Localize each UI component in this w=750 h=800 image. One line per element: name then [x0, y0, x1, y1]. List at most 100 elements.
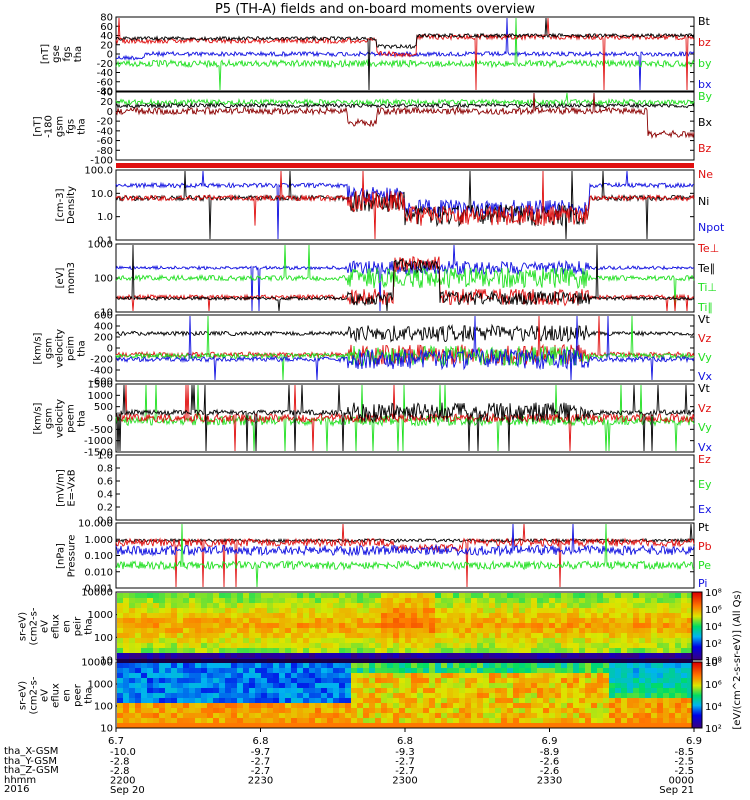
- heat-cell: [675, 708, 681, 713]
- heat-cell: [333, 593, 339, 598]
- heat-cell: [345, 638, 351, 643]
- heat-cell: [369, 723, 375, 728]
- heat-cell: [189, 663, 195, 668]
- heat-cell: [237, 613, 243, 618]
- heat-cell: [669, 703, 675, 708]
- heat-cell: [123, 608, 129, 613]
- heat-cell: [279, 613, 285, 618]
- heat-cell: [567, 603, 573, 608]
- heat-cell: [639, 703, 645, 708]
- heat-cell: [483, 613, 489, 618]
- heat-cell: [279, 598, 285, 603]
- heat-cell: [231, 693, 237, 698]
- heat-cell: [435, 653, 441, 658]
- heat-cell: [249, 668, 255, 673]
- heat-cell: [549, 693, 555, 698]
- heat-cell: [663, 663, 669, 668]
- colorbar-strip: [692, 635, 702, 636]
- heat-cell: [123, 593, 129, 598]
- heat-cell: [465, 723, 471, 728]
- heat-cell: [477, 628, 483, 633]
- heat-cell: [441, 668, 447, 673]
- heat-cell: [201, 633, 207, 638]
- colorbar-strip: [692, 658, 702, 659]
- heat-cell: [339, 688, 345, 693]
- heat-cell: [369, 648, 375, 653]
- heat-cell: [549, 713, 555, 718]
- heat-cell: [135, 598, 141, 603]
- heat-cell: [195, 653, 201, 658]
- heat-cell: [477, 613, 483, 618]
- heat-cell: [603, 613, 609, 618]
- heat-cell: [633, 673, 639, 678]
- heat-cell: [471, 613, 477, 618]
- heat-cell: [201, 593, 207, 598]
- heat-cell: [633, 668, 639, 673]
- heat-cell: [675, 638, 681, 643]
- heat-cell: [543, 713, 549, 718]
- heat-cell: [195, 618, 201, 623]
- heat-cell: [645, 693, 651, 698]
- heat-cell: [399, 678, 405, 683]
- heat-cell: [645, 663, 651, 668]
- heat-cell: [315, 643, 321, 648]
- heat-cell: [507, 598, 513, 603]
- heat-cell: [345, 618, 351, 623]
- heat-cell: [447, 673, 453, 678]
- colorbar-strip: [692, 690, 702, 691]
- heat-cell: [579, 633, 585, 638]
- heat-cell: [645, 643, 651, 648]
- heat-cell: [651, 618, 657, 623]
- heat-cell: [141, 598, 147, 603]
- heat-cell: [153, 638, 159, 643]
- heat-cell: [213, 643, 219, 648]
- heat-cell: [657, 633, 663, 638]
- heat-cell: [435, 708, 441, 713]
- heat-cell: [123, 648, 129, 653]
- heat-cell: [585, 613, 591, 618]
- heat-cell: [495, 668, 501, 673]
- heat-cell: [147, 708, 153, 713]
- heat-cell: [201, 673, 207, 678]
- heat-cell: [645, 713, 651, 718]
- heat-cell: [237, 678, 243, 683]
- heat-cell: [387, 698, 393, 703]
- heat-cell: [225, 693, 231, 698]
- ephem-value: -2.5: [674, 757, 694, 768]
- heat-cell: [255, 598, 261, 603]
- heat-cell: [189, 713, 195, 718]
- heat-cell: [321, 648, 327, 653]
- heat-cell: [663, 618, 669, 623]
- heat-cell: [447, 623, 453, 628]
- heat-cell: [567, 638, 573, 643]
- heat-cell: [291, 713, 297, 718]
- heat-cell: [297, 608, 303, 613]
- heat-cell: [519, 653, 525, 658]
- heat-cell: [303, 643, 309, 648]
- heat-cell: [213, 723, 219, 728]
- heat-cell: [135, 648, 141, 653]
- heat-cell: [177, 708, 183, 713]
- heat-cell: [417, 683, 423, 688]
- heat-cell: [309, 668, 315, 673]
- heat-cell: [537, 723, 543, 728]
- colorbar-strip: [692, 621, 702, 622]
- heat-cell: [489, 608, 495, 613]
- colorbar-label: [eV/(cm^2-s-sr-eV)] (All Qs): [732, 590, 743, 729]
- heat-cell: [129, 668, 135, 673]
- heat-cell: [171, 698, 177, 703]
- colorbar-strip: [692, 725, 702, 726]
- y-tick-label: 100.0: [84, 166, 113, 177]
- heat-cell: [219, 673, 225, 678]
- heat-cell: [129, 718, 135, 723]
- heat-cell: [225, 623, 231, 628]
- heat-cell: [249, 663, 255, 668]
- heat-cell: [537, 603, 543, 608]
- heat-cell: [435, 623, 441, 628]
- heat-cell: [543, 598, 549, 603]
- heat-cell: [375, 633, 381, 638]
- heat-cell: [297, 633, 303, 638]
- heat-cell: [663, 688, 669, 693]
- heat-cell: [375, 703, 381, 708]
- heat-cell: [309, 638, 315, 643]
